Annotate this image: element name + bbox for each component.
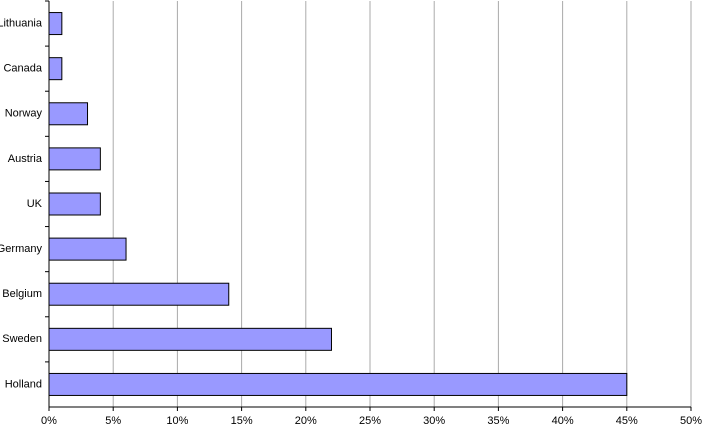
x-tick-label: 0%	[41, 415, 57, 427]
x-tick-label: 15%	[231, 415, 253, 427]
y-tick-label: Canada	[3, 63, 42, 75]
x-tick-label: 25%	[359, 415, 381, 427]
bar	[48, 282, 230, 306]
bar	[48, 12, 63, 36]
bar	[48, 102, 89, 126]
y-tick-label: Sweden	[2, 333, 42, 345]
x-tick-label: 40%	[552, 415, 574, 427]
y-tick-label: Austria	[8, 153, 43, 165]
y-tick-label: Norway	[5, 108, 43, 120]
y-tick-label: Germany	[0, 243, 42, 255]
x-tick-label: 10%	[166, 415, 188, 427]
x-tick-label: 5%	[105, 415, 121, 427]
x-tick-label: 20%	[295, 415, 317, 427]
y-tick-label: Lithuania	[0, 17, 43, 29]
x-tick-label: 35%	[487, 415, 509, 427]
y-tick-label: Belgium	[2, 288, 42, 300]
bar	[48, 327, 332, 351]
bar	[48, 192, 101, 216]
x-tick-label: 50%	[680, 415, 702, 427]
y-tick-label: UK	[27, 198, 43, 210]
bar	[48, 57, 63, 81]
x-tick-label: 30%	[423, 415, 445, 427]
bar	[48, 147, 101, 171]
y-tick-label: Holland	[5, 378, 42, 390]
x-tick-label: 45%	[616, 415, 638, 427]
bar	[48, 372, 628, 396]
bar	[48, 237, 127, 261]
